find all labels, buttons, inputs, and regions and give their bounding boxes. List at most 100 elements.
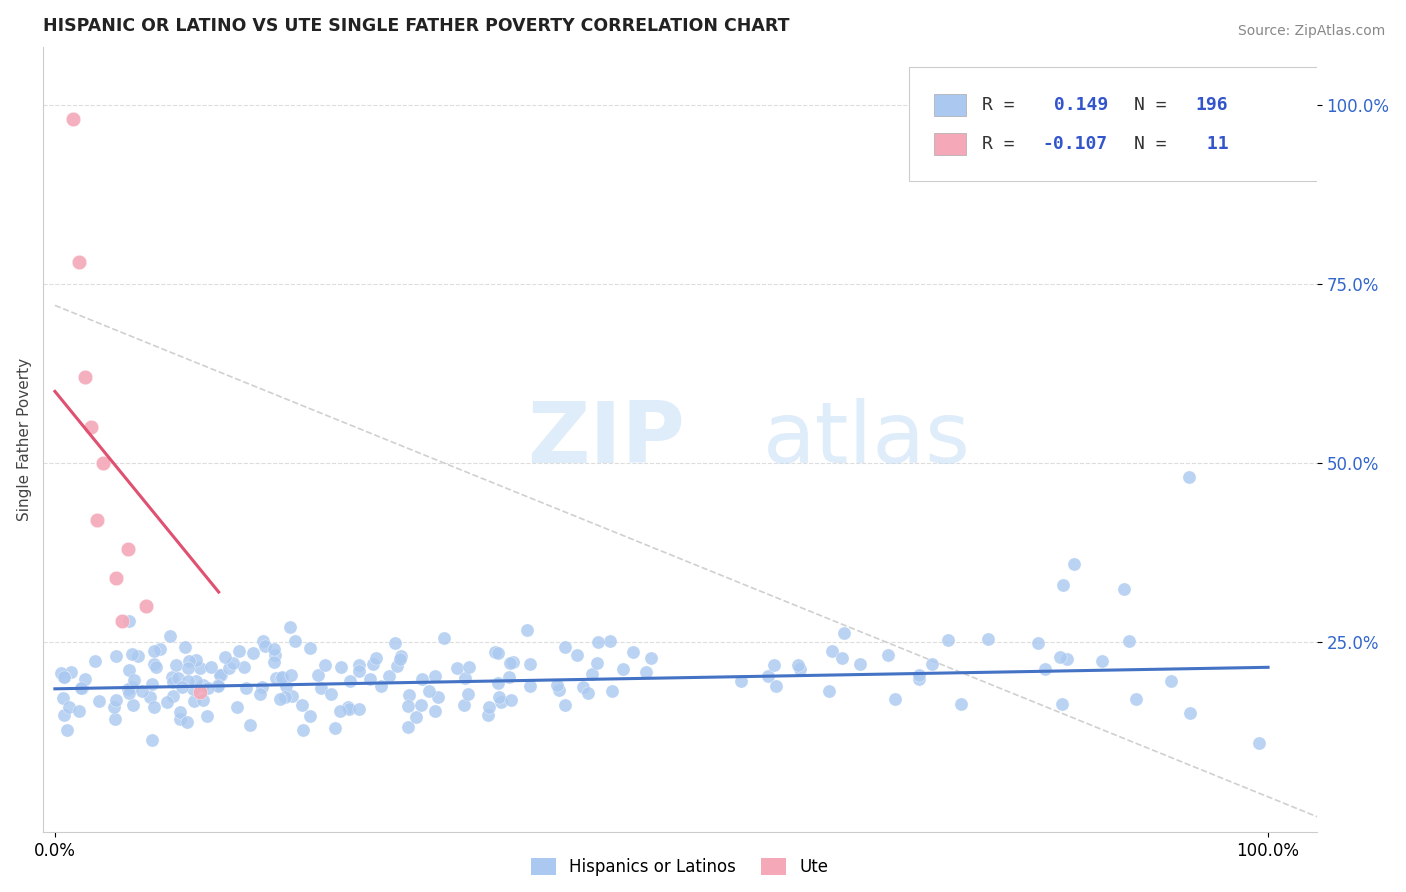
Point (1091, 654, 1114, 668)
Point (143, 700, 166, 714)
Point (239, 718, 262, 732)
Point (56, 723, 79, 737)
Point (127, 648, 149, 663)
Point (174, 640, 197, 654)
Point (453, 698, 475, 713)
Point (389, 652, 412, 666)
Legend: Hispanics or Latinos, Ute: Hispanics or Latinos, Ute (524, 851, 835, 883)
Text: ZIP: ZIP (527, 398, 685, 482)
Point (104, 712, 127, 726)
Point (921, 657, 943, 672)
Point (1052, 578, 1074, 592)
Point (366, 651, 388, 665)
Point (274, 679, 297, 693)
Point (599, 634, 621, 648)
Point (117, 681, 139, 696)
Point (398, 688, 420, 702)
Point (62, 112, 84, 126)
Point (454, 671, 477, 685)
Point (349, 657, 371, 672)
Point (409, 698, 432, 713)
Point (763, 658, 786, 673)
Point (156, 695, 179, 709)
Point (384, 635, 406, 649)
Point (52, 670, 75, 684)
Point (484, 645, 506, 659)
Point (86, 513, 108, 527)
Point (51, 666, 73, 681)
Point (249, 687, 271, 701)
Point (169, 705, 191, 719)
Point (269, 692, 291, 706)
Point (1063, 557, 1085, 571)
Point (361, 657, 384, 671)
Point (502, 655, 524, 669)
Point (323, 721, 346, 735)
Point (209, 668, 232, 682)
Point (190, 685, 212, 699)
Point (104, 571, 127, 585)
Point (789, 662, 811, 676)
Point (159, 629, 181, 643)
Point (143, 657, 166, 671)
Point (264, 648, 287, 662)
Point (252, 633, 274, 648)
Point (600, 684, 623, 698)
Point (75, 370, 97, 384)
Point (519, 679, 541, 693)
Point (193, 693, 215, 707)
Point (884, 692, 907, 706)
Point (142, 644, 165, 658)
Point (477, 708, 499, 723)
Point (270, 670, 292, 684)
Point (228, 644, 250, 658)
Point (195, 709, 218, 723)
Point (169, 712, 191, 726)
Point (1180, 706, 1202, 720)
Point (1049, 650, 1071, 665)
Point (145, 660, 167, 674)
Point (291, 698, 314, 712)
Point (280, 668, 302, 682)
Point (207, 678, 229, 692)
Point (396, 698, 419, 713)
Point (756, 669, 779, 683)
Point (200, 660, 222, 674)
Point (849, 657, 872, 672)
Point (572, 680, 595, 694)
Point (181, 681, 204, 696)
Point (197, 681, 219, 696)
Point (548, 683, 571, 698)
Text: 0.149: 0.149 (1043, 95, 1108, 113)
Point (254, 639, 277, 653)
Point (311, 681, 333, 696)
Point (389, 648, 412, 663)
Text: atlas: atlas (762, 398, 970, 482)
Point (621, 645, 644, 659)
Point (191, 678, 214, 692)
Point (186, 673, 208, 688)
Point (730, 673, 752, 688)
Point (141, 733, 163, 747)
Point (832, 626, 855, 640)
Point (141, 677, 163, 691)
Point (177, 674, 200, 689)
Point (242, 646, 264, 660)
Point (1056, 651, 1078, 665)
Point (263, 655, 285, 669)
Point (270, 671, 292, 685)
Text: 196: 196 (1195, 95, 1229, 113)
Point (519, 657, 541, 672)
Point (177, 654, 200, 668)
Point (176, 715, 198, 730)
Point (53, 670, 76, 684)
Point (122, 698, 145, 712)
Point (1125, 691, 1147, 706)
Point (349, 702, 371, 716)
Point (370, 679, 392, 693)
Point (446, 661, 468, 675)
Point (58, 700, 80, 714)
Point (118, 663, 141, 677)
Point (1052, 697, 1074, 711)
Point (337, 702, 360, 716)
